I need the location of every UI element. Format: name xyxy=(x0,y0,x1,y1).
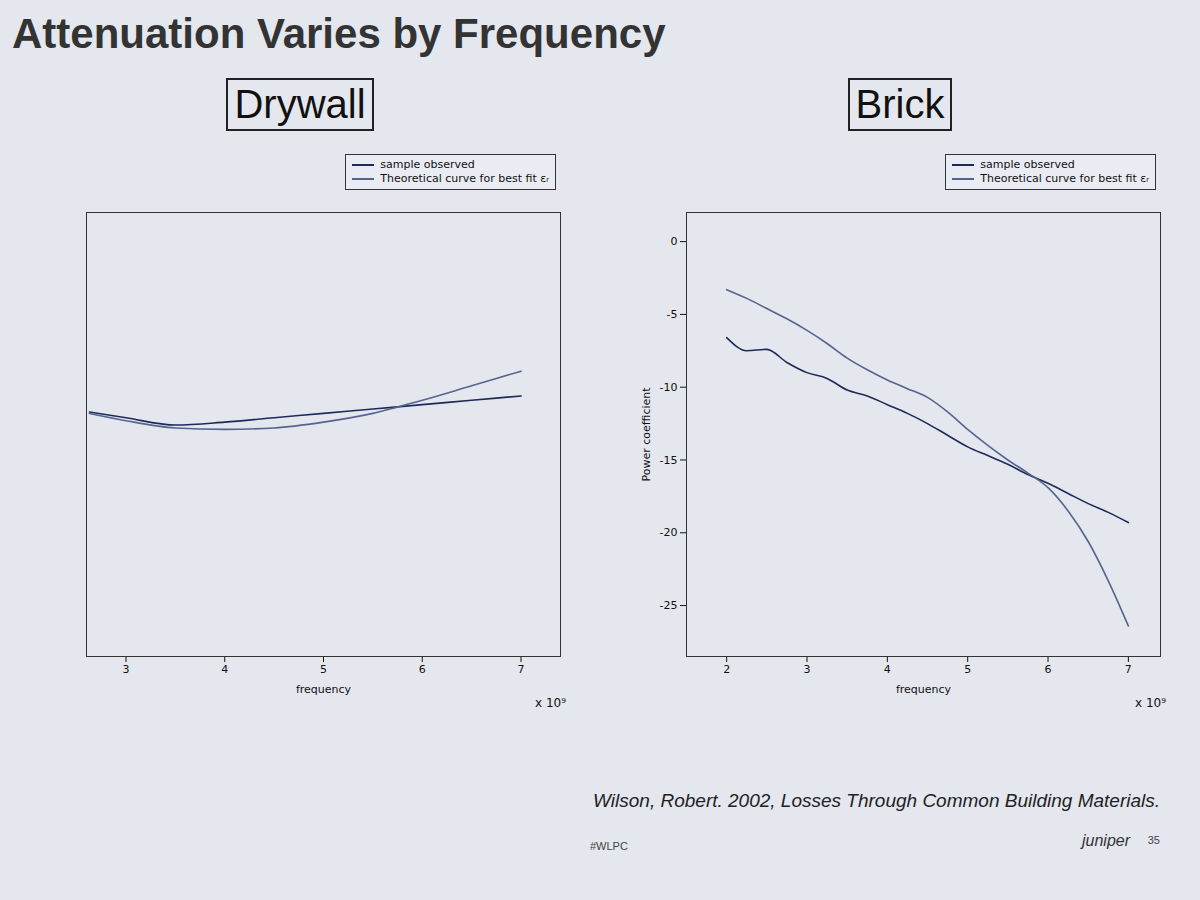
svg-text:Power coefficient: Power coefficient xyxy=(640,387,653,482)
svg-text:4: 4 xyxy=(884,663,891,676)
svg-text:4: 4 xyxy=(221,663,228,676)
html-text:35: 35 xyxy=(1147,834,1160,846)
html-text:Wilson, Robert. 2002, Losses T: Wilson, Robert. 2002, Losses Through Com… xyxy=(593,790,1160,811)
svg-text:3: 3 xyxy=(123,663,130,676)
svg-text:0: 0 xyxy=(671,235,678,248)
html-text:x 10⁹: x 10⁹ xyxy=(1135,696,1166,710)
svg-text:6: 6 xyxy=(419,663,426,676)
svg-text:2: 2 xyxy=(723,663,730,676)
svg-text:-15: -15 xyxy=(660,453,678,466)
html-text:Theoretical curve for best fit: Theoretical curve for best fit εᵣ xyxy=(380,172,549,185)
svg-text:7: 7 xyxy=(518,663,525,676)
html-text:Brick: Brick xyxy=(855,82,945,126)
html-text:juniper: juniper xyxy=(1082,832,1130,849)
svg-text:6: 6 xyxy=(1045,663,1052,676)
html-text:sample observed: sample observed xyxy=(980,158,1075,171)
svg-text:-25: -25 xyxy=(660,599,678,612)
svg-text:-5: -5 xyxy=(667,308,678,321)
html-text:Theoretical curve for best fit: Theoretical curve for best fit εᵣ xyxy=(980,172,1149,185)
html-text:Drywall: Drywall xyxy=(234,82,366,126)
svg-text:5: 5 xyxy=(320,663,327,676)
svg-text:frequency: frequency xyxy=(296,683,352,696)
html-text:Attenuation Varies by Frequenc: Attenuation Varies by Frequency xyxy=(12,10,666,57)
svg-text:5: 5 xyxy=(964,663,971,676)
html-text:sample observed: sample observed xyxy=(380,158,475,171)
svg-text:frequency: frequency xyxy=(896,683,952,696)
svg-text:-10: -10 xyxy=(660,381,678,394)
svg-text:-20: -20 xyxy=(660,526,678,539)
svg-text:7: 7 xyxy=(1125,663,1132,676)
svg-text:3: 3 xyxy=(804,663,811,676)
html-text:#WLPC: #WLPC xyxy=(590,840,628,852)
html-text:x 10⁹: x 10⁹ xyxy=(535,696,566,710)
